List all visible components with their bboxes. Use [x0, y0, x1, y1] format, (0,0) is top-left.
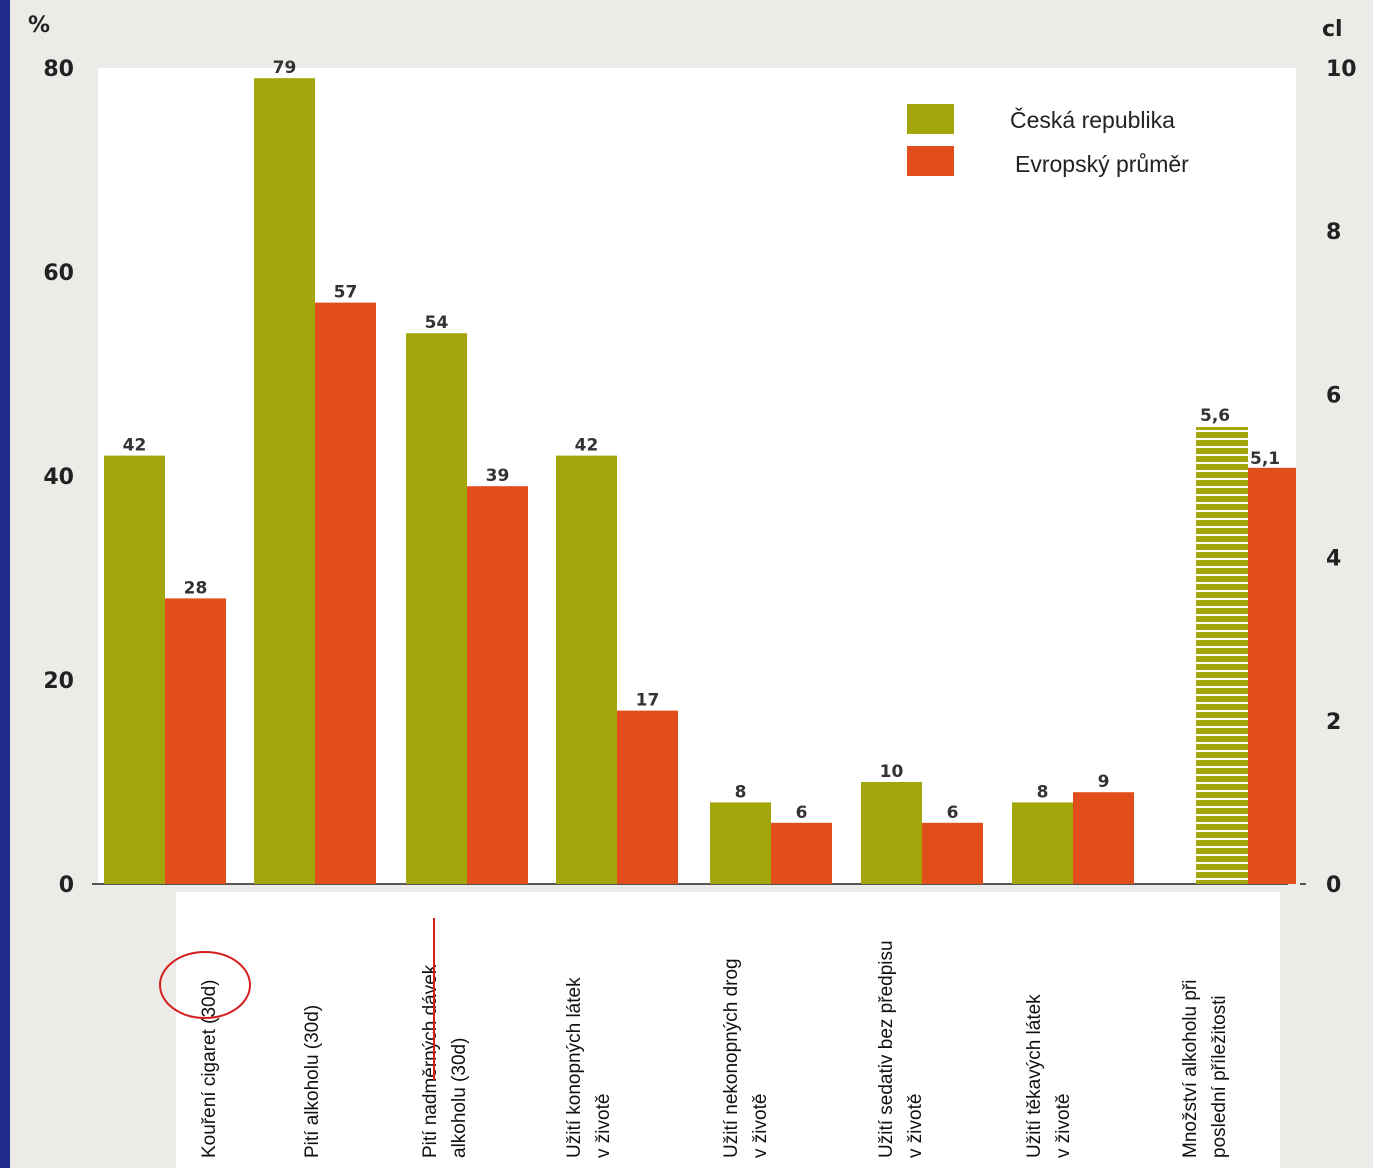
left-tick-label: 20: [43, 669, 74, 694]
left-tick-label: 40: [43, 465, 74, 490]
value-label-czech: 54: [425, 313, 449, 333]
value-label-europe: 6: [947, 803, 959, 823]
legend-label-europe: Evropský průměr: [1015, 151, 1189, 177]
bar-europe-alcohol-amount: [1248, 467, 1296, 884]
right-tick-label: 2: [1326, 710, 1341, 735]
value-label-europe: 57: [334, 283, 358, 303]
category-labels: Kouření cigaret (30d) Pití alkoholu (30d)…: [199, 940, 1230, 1158]
category-label: Užití konopných látek v životě: [564, 977, 614, 1158]
value-label-czech: 8: [735, 782, 747, 802]
bar-europe: [771, 822, 832, 884]
left-tick-label: 60: [43, 261, 74, 286]
left-tick-label: 0: [59, 873, 74, 898]
right-tick-label: 4: [1326, 547, 1341, 572]
value-label-czech: 10: [880, 762, 904, 782]
bar-czech: [406, 333, 467, 884]
bar-europe: [1073, 792, 1134, 884]
bars: [104, 78, 1296, 885]
left-tick-label: 80: [43, 57, 74, 82]
right-tick-label: 8: [1326, 220, 1341, 245]
value-label-europe: 39: [486, 466, 510, 486]
bar-czech: [861, 782, 922, 884]
category-label: Užití sedativ bez předpisu v životě: [876, 940, 926, 1158]
value-label-czech: 42: [575, 436, 599, 456]
legend: Česká republika Evropský průměr: [907, 104, 1189, 177]
value-label-europe: 9: [1098, 772, 1110, 792]
left-axis-unit: %: [28, 13, 50, 38]
category-label: Užití těkavých látek v životě: [1024, 994, 1074, 1158]
bar-czech: [104, 455, 165, 884]
value-labels: 42 28 79 57 54 39 42 17 8 6 10 6 8 9 5,6 5,1: [123, 58, 1280, 823]
category-label: Pití nadměrných dávek alkoholu (30d): [420, 964, 470, 1158]
value-label-europe: 6: [796, 803, 808, 823]
category-label-panel: [176, 892, 1280, 1168]
category-label: Množství alkoholu při poslední příležitos…: [1180, 980, 1230, 1158]
right-axis-unit: cl: [1322, 17, 1343, 42]
bar-europe: [922, 822, 983, 884]
legend-swatch-europe: [907, 146, 954, 176]
bar-czech-alcohol-amount: [1196, 427, 1248, 884]
bar-czech: [556, 455, 617, 884]
left-axis: 0 20 40 60 80: [43, 57, 74, 898]
bar-czech: [1012, 802, 1073, 884]
value-label-europe: 17: [636, 691, 660, 711]
bar-europe: [467, 486, 528, 884]
bar-europe: [165, 598, 226, 884]
bar-europe: [617, 710, 678, 884]
value-label-europe: 28: [184, 578, 208, 598]
value-label-czech: 42: [123, 436, 147, 456]
value-label-czech-alcohol-amount: 5,6: [1200, 406, 1230, 426]
value-label-czech: 79: [273, 58, 297, 78]
category-label: Užití nekonopných drog v životě: [721, 958, 771, 1158]
legend-swatch-czech: [907, 104, 954, 134]
annotations: [159, 918, 435, 1080]
annotation-circle: [159, 951, 251, 1019]
value-label-czech: 8: [1037, 782, 1049, 802]
legend-label-czech: Česká republika: [1010, 106, 1175, 133]
bar-czech: [254, 78, 315, 884]
right-tick-label: 10: [1326, 57, 1357, 82]
right-tick-label: 6: [1326, 383, 1341, 408]
right-axis: 0 2 4 6 8 10: [1326, 57, 1357, 898]
value-label-europe-alcohol-amount: 5,1: [1250, 449, 1280, 469]
category-label: Kouření cigaret (30d): [199, 980, 220, 1159]
bar-czech: [710, 802, 771, 884]
bar-europe: [315, 302, 376, 885]
category-label: Pití alkoholu (30d): [302, 1005, 323, 1158]
right-tick-label: 0: [1326, 873, 1341, 898]
